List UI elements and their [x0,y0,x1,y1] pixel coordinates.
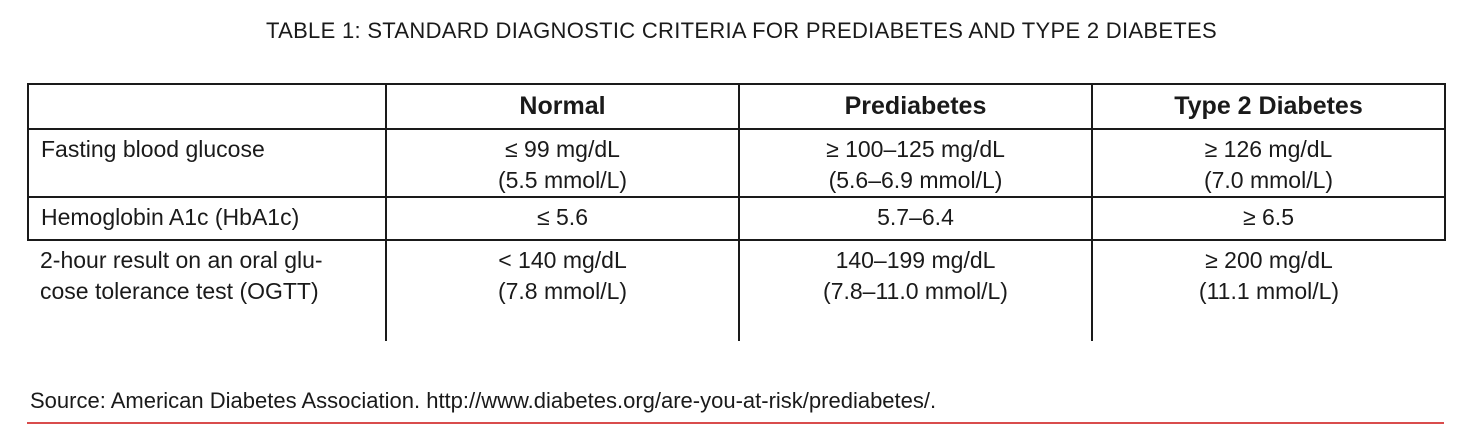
cell-type2: ≥ 126 mg/dL (7.0 mmol/L) [1091,129,1446,198]
row-label-line: Fasting blood glucose [41,136,265,162]
cell-value: ≤ 99 mg/dL [505,136,620,162]
row-label: Fasting blood glucose [27,129,387,198]
cell-value: 5.7–6.4 [877,204,954,230]
table-row-hba1c: Hemoglobin A1c (HbA1c) ≤ 5.6 5.7–6.4 ≥ 6… [27,197,1446,241]
header-row: Normal Prediabetes Type 2 Diabetes [27,83,1446,130]
cell-value: < 140 mg/dL [498,247,627,273]
header-prediabetes: Prediabetes [738,83,1093,130]
row-label: 2-hour result on an oral glu- cose toler… [28,240,387,341]
cell-normal: ≤ 99 mg/dL (5.5 mmol/L) [385,129,740,198]
cell-prediabetes: 5.7–6.4 [738,197,1093,241]
cell-normal: < 140 mg/dL (7.8 mmol/L) [385,240,740,341]
table-row-ogtt: 2-hour result on an oral glu- cose toler… [28,240,1445,341]
cell-value-mmol: (7.0 mmol/L) [1203,167,1334,193]
cell-type2: ≥ 200 mg/dL (11.1 mmol/L) [1091,240,1445,341]
row-label-line: Hemoglobin A1c (HbA1c) [41,204,300,230]
cell-value-mmol: (7.8 mmol/L) [497,278,628,304]
source-note: Source: American Diabetes Association. h… [30,388,937,413]
row-label: Hemoglobin A1c (HbA1c) [27,197,387,241]
cell-value-mmol: (5.5 mmol/L) [497,167,628,193]
row-label-line: cose tolerance test (OGTT) [40,278,319,304]
cell-value: ≥ 126 mg/dL [1204,136,1333,162]
table-title: TABLE 1: STANDARD DIAGNOSTIC CRITERIA FO… [266,18,1217,43]
header-empty-cell [27,83,387,130]
header-normal: Normal [385,83,740,130]
cell-prediabetes: 140–199 mg/dL (7.8–11.0 mmol/L) [738,240,1093,341]
cell-value: ≥ 6.5 [1243,204,1294,230]
cell-type2: ≥ 6.5 [1091,197,1446,241]
diagnostic-criteria-table: Normal Prediabetes Type 2 Diabetes Fasti… [27,83,1446,341]
cell-value-mmol: (5.6–6.9 mmol/L) [828,167,1003,193]
cell-value-mmol: (7.8–11.0 mmol/L) [823,278,1008,304]
cell-value: ≤ 5.6 [537,204,588,230]
cell-value-mmol: (11.1 mmol/L) [1198,278,1340,304]
header-type2-diabetes: Type 2 Diabetes [1091,83,1446,130]
cell-value: 140–199 mg/dL [835,247,996,273]
row-label-line: 2-hour result on an oral glu- [40,247,323,273]
cell-normal: ≤ 5.6 [385,197,740,241]
bottom-rule-divider [27,422,1444,424]
cell-value: ≥ 200 mg/dL [1205,247,1333,273]
cell-prediabetes: ≥ 100–125 mg/dL (5.6–6.9 mmol/L) [738,129,1093,198]
table-row-fasting-glucose: Fasting blood glucose ≤ 99 mg/dL (5.5 mm… [27,129,1446,198]
cell-value: ≥ 100–125 mg/dL [826,136,1005,162]
